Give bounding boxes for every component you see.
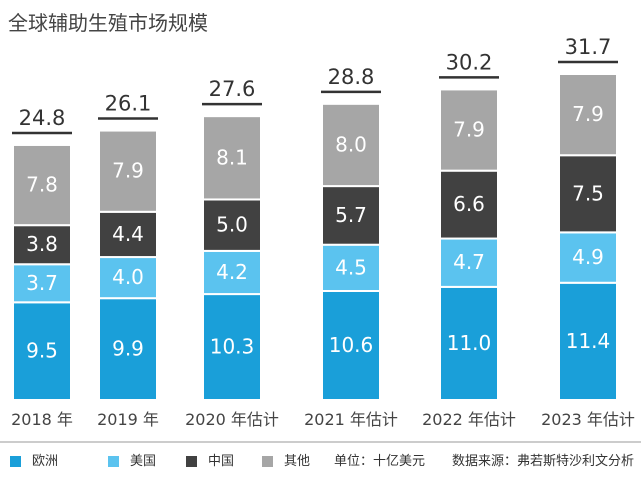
data-label: 4.7 xyxy=(453,250,485,274)
bar-segment xyxy=(12,301,72,401)
bar-segment xyxy=(202,293,262,402)
data-label: 4.9 xyxy=(572,245,604,269)
legend-label: 其他 xyxy=(284,454,310,469)
bar-segment xyxy=(98,210,158,259)
unit-note: 单位：十亿美元 xyxy=(334,454,425,469)
category-label: 2018 年 xyxy=(11,410,73,429)
legend: 欧洲 美国 中国 其他 xyxy=(10,454,310,469)
bar-segment xyxy=(98,256,158,300)
data-label: 5.7 xyxy=(335,203,367,227)
data-label: 4.5 xyxy=(335,255,367,279)
bar-segment xyxy=(321,289,381,401)
legend-label: 美国 xyxy=(130,454,156,469)
bar-segment xyxy=(439,285,499,402)
data-label: 4.2 xyxy=(216,260,248,284)
data-label: 3.8 xyxy=(26,232,58,256)
legend-swatch xyxy=(108,456,119,467)
legend-label: 中国 xyxy=(208,454,234,469)
legend-swatch xyxy=(186,456,197,467)
bar-segment xyxy=(558,73,618,157)
total-label: 30.2 xyxy=(446,50,493,74)
data-label: 7.9 xyxy=(572,102,604,126)
chart-title: 全球辅助生殖市场规模 xyxy=(8,11,208,35)
bar-segment xyxy=(12,143,72,227)
data-label: 7.9 xyxy=(112,159,144,183)
category-labels-group: 2018 年 2019 年 2020 年估计 2021 年估计 2022 年估计 2023… xyxy=(11,410,635,429)
total-label: 26.1 xyxy=(105,92,152,116)
data-label: 10.3 xyxy=(210,335,255,359)
bar-segment xyxy=(98,297,158,401)
totals-group: 24.8 26.1 27.6 28.8 30.2 31.7 xyxy=(12,35,618,135)
total-label: 24.8 xyxy=(19,106,66,130)
data-label: 4.4 xyxy=(112,222,144,246)
data-label: 8.1 xyxy=(216,145,248,169)
data-label: 3.7 xyxy=(26,271,58,295)
bar-segment xyxy=(439,237,499,288)
bar-segment xyxy=(202,249,262,296)
bar-segment xyxy=(321,185,381,246)
data-label: 6.6 xyxy=(453,192,485,216)
total-label: 28.8 xyxy=(328,65,375,89)
data-label: 10.6 xyxy=(329,333,374,357)
bar-segment xyxy=(98,129,158,213)
category-label: 2020 年估计 xyxy=(185,410,279,429)
legend-swatch xyxy=(262,456,273,467)
data-label: 9.5 xyxy=(26,339,58,363)
category-label: 2022 年估计 xyxy=(422,410,516,429)
bar-segment xyxy=(439,88,499,172)
data-label: 5.0 xyxy=(216,213,248,237)
bar-segment xyxy=(558,281,618,401)
bar-segment xyxy=(558,154,618,234)
legend-label: 欧洲 xyxy=(32,454,58,469)
total-label: 27.6 xyxy=(209,77,256,101)
data-label: 11.4 xyxy=(566,329,611,353)
source-note: 数据来源：弗若斯特沙利文分析 xyxy=(452,453,634,469)
data-label: 7.8 xyxy=(26,173,58,197)
bar-segment xyxy=(321,102,381,188)
data-label: 11.0 xyxy=(447,331,492,355)
data-label: 8.0 xyxy=(335,132,367,156)
category-label: 2021 年估计 xyxy=(304,410,398,429)
data-label: 7.5 xyxy=(572,181,604,205)
bar-segment xyxy=(12,263,72,304)
bar-segment xyxy=(202,115,262,201)
legend-swatch xyxy=(10,456,21,467)
category-label: 2019 年 xyxy=(97,410,159,429)
category-label: 2023 年估计 xyxy=(541,410,635,429)
total-label: 31.7 xyxy=(565,35,612,59)
bar-segment xyxy=(439,169,499,240)
data-label: 9.9 xyxy=(112,337,144,361)
data-label: 7.9 xyxy=(453,118,485,142)
bar-segment xyxy=(202,198,262,252)
bars-group: 9.5 3.7 3.8 7.8 9.9 4.0 4.4 7.9 10.3 4.2 5.0 8.1 10.… xyxy=(12,73,618,402)
data-label: 4.0 xyxy=(112,265,144,289)
